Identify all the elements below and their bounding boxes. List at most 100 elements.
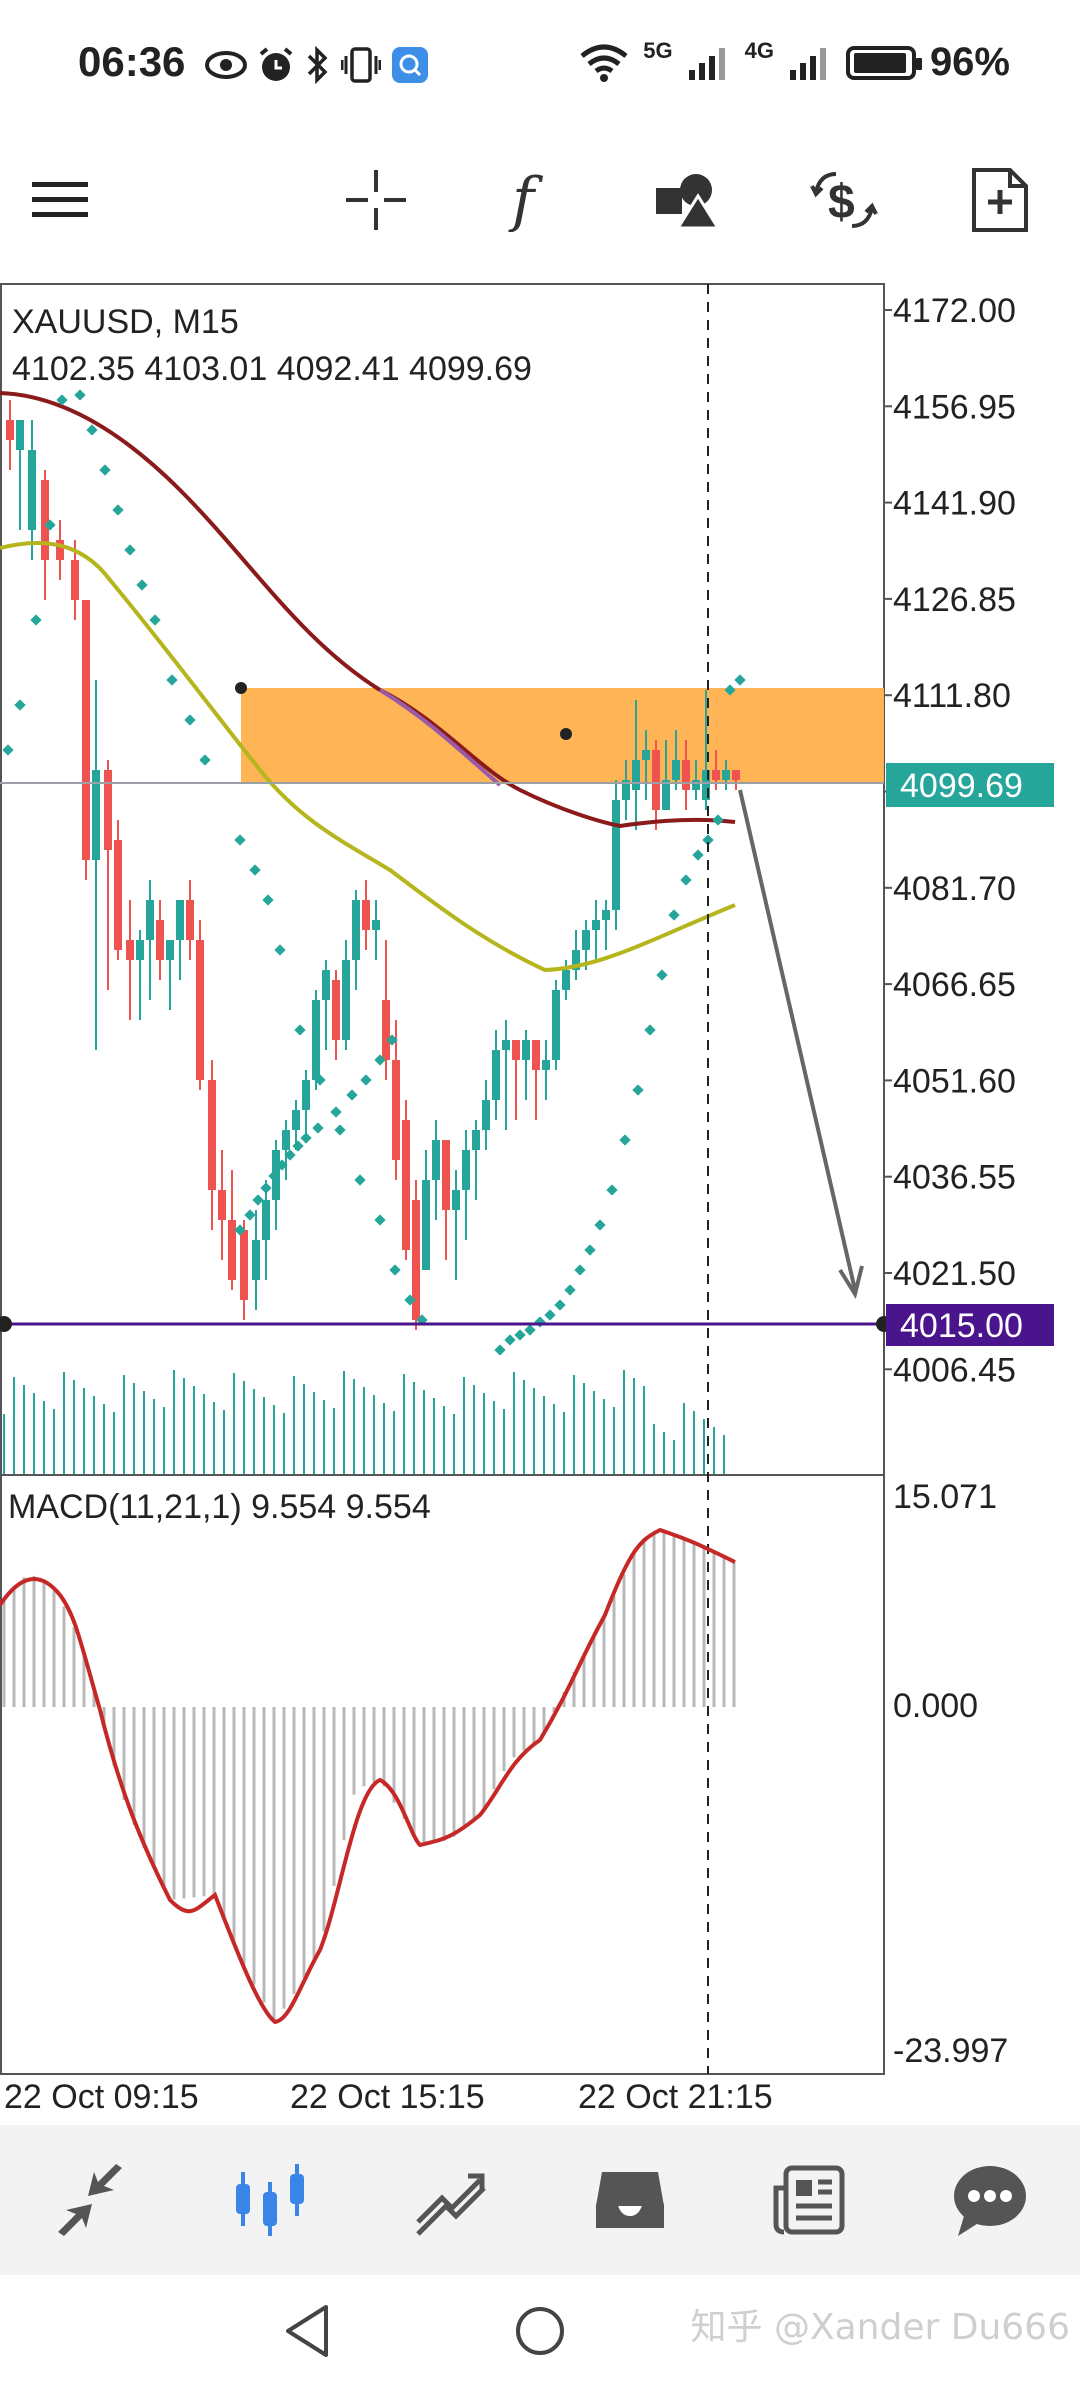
candle-body	[582, 930, 590, 950]
psar-dot	[136, 579, 148, 591]
battery-icon	[845, 45, 922, 80]
candle-body	[352, 900, 360, 960]
objects-button[interactable]	[650, 162, 726, 238]
indicators-button[interactable]: f	[494, 162, 570, 238]
candle-body	[208, 1080, 216, 1190]
battery-percent: 96%	[929, 40, 1010, 84]
nav-trade[interactable]	[395, 2145, 505, 2255]
psar-dot	[692, 849, 704, 861]
psar-dot	[274, 944, 286, 956]
candle-body	[332, 980, 340, 1040]
candle-body	[146, 900, 154, 940]
macd-tick-label: -23.997	[893, 2032, 1008, 2070]
psar-dot	[584, 1244, 596, 1256]
new-chart-icon	[972, 168, 1028, 232]
candle-body	[722, 770, 730, 780]
psar-dot	[354, 1174, 366, 1186]
candle-body	[136, 940, 144, 960]
time-label-1: 22 Oct 09:15	[4, 2078, 199, 2116]
new-chart-button[interactable]	[962, 162, 1038, 238]
nav-news[interactable]	[755, 2145, 865, 2255]
nav-history[interactable]	[575, 2145, 685, 2255]
home-icon[interactable]	[514, 2305, 566, 2357]
candle-body	[176, 900, 184, 940]
psar-dot	[300, 1132, 312, 1144]
vibrate-icon	[341, 47, 381, 83]
hline-price-tag	[886, 1304, 1054, 1346]
candle-body	[82, 600, 90, 860]
trade-button[interactable]: $	[806, 162, 882, 238]
price-chart[interactable]: 4172.004156.954141.904126.854111.804096.…	[0, 280, 1080, 2125]
price-tick-label: 4172.00	[893, 292, 1016, 330]
candle-body	[56, 540, 64, 560]
candle-body	[312, 1000, 320, 1080]
price-axis: 4172.004156.954141.904126.854111.804096.…	[884, 292, 1016, 1389]
psar-dot	[30, 614, 42, 626]
bluetooth-icon	[307, 46, 328, 84]
app-badge-icon	[392, 47, 428, 83]
candle-body	[452, 1190, 460, 1210]
candle-body	[252, 1240, 260, 1280]
nav-messages[interactable]	[935, 2145, 1045, 2255]
candle-body	[28, 450, 36, 530]
candle-body	[532, 1040, 540, 1070]
crosshair-icon	[346, 170, 406, 230]
psar-dot	[544, 1309, 556, 1321]
chart-toolbar: f $	[0, 140, 1080, 260]
candle-body	[240, 1230, 248, 1300]
nav-quotes[interactable]	[35, 2145, 145, 2255]
psar-dot	[668, 909, 680, 921]
candle-body	[218, 1190, 226, 1220]
psar-dot	[680, 874, 692, 886]
indicators-icon: f	[508, 168, 544, 232]
psar-dot	[99, 464, 111, 476]
psar-dot	[606, 1184, 618, 1196]
psar-dot	[346, 1089, 358, 1101]
candle-body	[632, 760, 640, 790]
menu-button[interactable]	[22, 162, 98, 238]
psar-dot	[724, 684, 736, 696]
nav-chart[interactable]	[215, 2145, 325, 2255]
psar-dot	[14, 699, 26, 711]
news-icon	[773, 2165, 845, 2235]
candle-body	[442, 1140, 450, 1210]
psar-dot	[74, 389, 86, 401]
psar-dot	[619, 1134, 631, 1146]
eye-icon	[205, 51, 247, 79]
psar-dot	[712, 814, 724, 826]
forecast-arrow[interactable]	[738, 789, 857, 1291]
candle-body	[522, 1040, 530, 1060]
psar-dot	[594, 1219, 606, 1231]
psar-dot	[374, 1054, 386, 1066]
candle-body	[92, 770, 100, 860]
candle-body	[512, 1040, 520, 1060]
psar-dot	[734, 674, 746, 686]
crosshair-button[interactable]	[338, 162, 414, 238]
psar-dot	[334, 1124, 346, 1136]
back-icon[interactable]	[282, 2303, 332, 2359]
price-tick-label: 4081.70	[893, 870, 1016, 908]
hline-handle-left[interactable]	[0, 1316, 12, 1332]
history-icon	[596, 2172, 664, 2228]
psar-dot	[494, 1344, 506, 1356]
current-price-tag	[886, 763, 1054, 807]
candle-body	[262, 1200, 270, 1240]
candle-body	[392, 1060, 400, 1160]
zone-handle-2[interactable]	[560, 728, 572, 740]
price-tick-label: 4066.65	[893, 966, 1016, 1004]
candle-body	[462, 1150, 470, 1190]
psar-dot	[404, 1294, 416, 1306]
psar-dot	[262, 894, 274, 906]
candle-body	[712, 770, 720, 780]
zone-handle-1[interactable]	[235, 682, 247, 694]
psar-dot	[514, 1329, 526, 1341]
psar-dot	[249, 864, 261, 876]
status-time: 06:36	[78, 38, 186, 85]
candle-body	[562, 970, 570, 990]
candle-body	[662, 780, 670, 810]
status-bar: 06:36 5G 4G 96%	[0, 0, 1080, 130]
price-tick-label: 4021.50	[893, 1255, 1016, 1293]
svg-text:f: f	[508, 168, 544, 232]
psar-dot	[564, 1284, 576, 1296]
psar-dot	[149, 614, 161, 626]
